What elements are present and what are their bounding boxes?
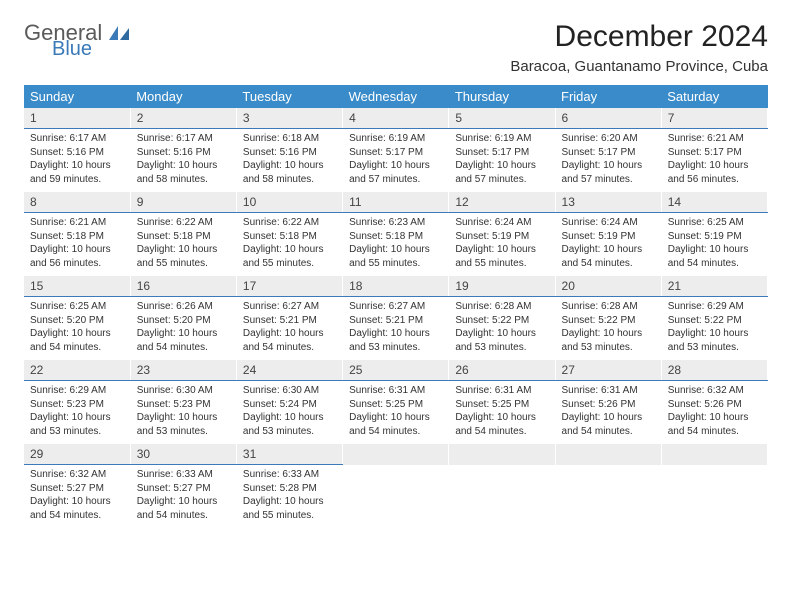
day-detail-row: Sunrise: 6:25 AMSunset: 5:20 PMDaylight:… [24, 297, 768, 361]
day-number-cell: 30 [130, 444, 236, 465]
day-number-cell [661, 444, 767, 465]
day-detail-cell: Sunrise: 6:25 AMSunset: 5:19 PMDaylight:… [661, 213, 767, 277]
day-number-cell: 14 [661, 192, 767, 213]
day-number-cell: 1 [24, 108, 130, 129]
day-detail-cell: Sunrise: 6:17 AMSunset: 5:16 PMDaylight:… [24, 129, 130, 193]
weekday-header: Friday [555, 85, 661, 108]
day-number-cell: 16 [130, 276, 236, 297]
day-detail-cell: Sunrise: 6:32 AMSunset: 5:26 PMDaylight:… [661, 381, 767, 445]
day-detail-cell: Sunrise: 6:33 AMSunset: 5:28 PMDaylight:… [236, 465, 342, 529]
day-detail-cell: Sunrise: 6:28 AMSunset: 5:22 PMDaylight:… [555, 297, 661, 361]
day-detail-cell: Sunrise: 6:25 AMSunset: 5:20 PMDaylight:… [24, 297, 130, 361]
day-detail-row: Sunrise: 6:32 AMSunset: 5:27 PMDaylight:… [24, 465, 768, 529]
day-detail-cell: Sunrise: 6:30 AMSunset: 5:23 PMDaylight:… [130, 381, 236, 445]
calendar-table: SundayMondayTuesdayWednesdayThursdayFrid… [24, 85, 768, 528]
day-number-cell: 3 [236, 108, 342, 129]
day-detail-cell: Sunrise: 6:29 AMSunset: 5:22 PMDaylight:… [661, 297, 767, 361]
day-number-cell: 26 [449, 360, 555, 381]
day-number-cell: 18 [343, 276, 449, 297]
day-detail-cell: Sunrise: 6:22 AMSunset: 5:18 PMDaylight:… [236, 213, 342, 277]
day-number-cell: 15 [24, 276, 130, 297]
weekday-header: Sunday [24, 85, 130, 108]
day-detail-cell: Sunrise: 6:31 AMSunset: 5:25 PMDaylight:… [343, 381, 449, 445]
day-detail-cell: Sunrise: 6:26 AMSunset: 5:20 PMDaylight:… [130, 297, 236, 361]
day-number-cell: 22 [24, 360, 130, 381]
day-detail-cell: Sunrise: 6:19 AMSunset: 5:17 PMDaylight:… [343, 129, 449, 193]
day-number-cell: 31 [236, 444, 342, 465]
day-number-cell: 4 [343, 108, 449, 129]
day-detail-cell [661, 465, 767, 529]
weekday-header: Thursday [449, 85, 555, 108]
day-detail-cell: Sunrise: 6:24 AMSunset: 5:19 PMDaylight:… [555, 213, 661, 277]
day-number-cell [343, 444, 449, 465]
day-detail-cell: Sunrise: 6:31 AMSunset: 5:25 PMDaylight:… [449, 381, 555, 445]
day-number-cell: 17 [236, 276, 342, 297]
day-detail-cell: Sunrise: 6:32 AMSunset: 5:27 PMDaylight:… [24, 465, 130, 529]
day-detail-cell: Sunrise: 6:21 AMSunset: 5:17 PMDaylight:… [661, 129, 767, 193]
day-number-cell: 21 [661, 276, 767, 297]
weekday-header: Saturday [661, 85, 767, 108]
day-number-cell: 2 [130, 108, 236, 129]
day-number-cell: 9 [130, 192, 236, 213]
weekday-header: Monday [130, 85, 236, 108]
day-number-cell: 28 [661, 360, 767, 381]
page-title: December 2024 [510, 20, 768, 54]
day-detail-cell: Sunrise: 6:20 AMSunset: 5:17 PMDaylight:… [555, 129, 661, 193]
day-detail-cell: Sunrise: 6:17 AMSunset: 5:16 PMDaylight:… [130, 129, 236, 193]
day-detail-cell [343, 465, 449, 529]
day-detail-cell: Sunrise: 6:31 AMSunset: 5:26 PMDaylight:… [555, 381, 661, 445]
day-number-cell: 20 [555, 276, 661, 297]
day-number-cell: 24 [236, 360, 342, 381]
day-detail-cell: Sunrise: 6:19 AMSunset: 5:17 PMDaylight:… [449, 129, 555, 193]
day-detail-row: Sunrise: 6:17 AMSunset: 5:16 PMDaylight:… [24, 129, 768, 193]
day-detail-cell [449, 465, 555, 529]
header: General Blue December 2024 Baracoa, Guan… [24, 20, 768, 75]
day-number-cell: 19 [449, 276, 555, 297]
location-label: Baracoa, Guantanamo Province, Cuba [510, 58, 768, 75]
day-number-cell: 5 [449, 108, 555, 129]
day-detail-cell: Sunrise: 6:24 AMSunset: 5:19 PMDaylight:… [449, 213, 555, 277]
day-detail-cell: Sunrise: 6:28 AMSunset: 5:22 PMDaylight:… [449, 297, 555, 361]
day-detail-row: Sunrise: 6:29 AMSunset: 5:23 PMDaylight:… [24, 381, 768, 445]
day-number-row: 891011121314 [24, 192, 768, 213]
day-detail-cell: Sunrise: 6:21 AMSunset: 5:18 PMDaylight:… [24, 213, 130, 277]
day-number-cell: 29 [24, 444, 130, 465]
day-number-cell: 6 [555, 108, 661, 129]
weekday-header-row: SundayMondayTuesdayWednesdayThursdayFrid… [24, 85, 768, 108]
day-number-cell: 13 [555, 192, 661, 213]
day-number-cell: 8 [24, 192, 130, 213]
day-number-row: 293031 [24, 444, 768, 465]
day-number-cell: 7 [661, 108, 767, 129]
day-detail-cell: Sunrise: 6:23 AMSunset: 5:18 PMDaylight:… [343, 213, 449, 277]
brand-logo: General Blue [24, 20, 129, 61]
day-detail-cell: Sunrise: 6:30 AMSunset: 5:24 PMDaylight:… [236, 381, 342, 445]
day-number-cell: 27 [555, 360, 661, 381]
day-detail-cell: Sunrise: 6:22 AMSunset: 5:18 PMDaylight:… [130, 213, 236, 277]
day-number-cell: 25 [343, 360, 449, 381]
sail-icon [109, 26, 129, 40]
day-detail-cell: Sunrise: 6:27 AMSunset: 5:21 PMDaylight:… [236, 297, 342, 361]
day-number-row: 22232425262728 [24, 360, 768, 381]
day-detail-cell: Sunrise: 6:29 AMSunset: 5:23 PMDaylight:… [24, 381, 130, 445]
weekday-header: Tuesday [236, 85, 342, 108]
day-detail-cell [555, 465, 661, 529]
day-number-row: 15161718192021 [24, 276, 768, 297]
day-number-cell [555, 444, 661, 465]
day-detail-row: Sunrise: 6:21 AMSunset: 5:18 PMDaylight:… [24, 213, 768, 277]
day-detail-cell: Sunrise: 6:18 AMSunset: 5:16 PMDaylight:… [236, 129, 342, 193]
day-detail-cell: Sunrise: 6:27 AMSunset: 5:21 PMDaylight:… [343, 297, 449, 361]
day-detail-cell: Sunrise: 6:33 AMSunset: 5:27 PMDaylight:… [130, 465, 236, 529]
day-number-row: 1234567 [24, 108, 768, 129]
day-number-cell: 12 [449, 192, 555, 213]
day-number-cell: 10 [236, 192, 342, 213]
day-number-cell: 23 [130, 360, 236, 381]
day-number-cell: 11 [343, 192, 449, 213]
weekday-header: Wednesday [343, 85, 449, 108]
day-number-cell [449, 444, 555, 465]
